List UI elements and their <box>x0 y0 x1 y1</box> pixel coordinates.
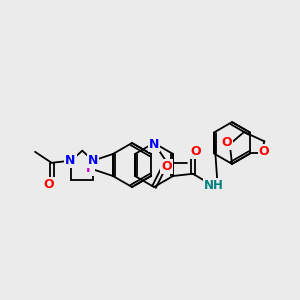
Text: O: O <box>259 145 269 158</box>
Text: N: N <box>65 154 76 167</box>
Text: NH: NH <box>204 179 224 192</box>
Text: F: F <box>86 162 94 175</box>
Text: O: O <box>43 178 54 191</box>
Text: O: O <box>161 160 172 173</box>
Text: N: N <box>88 154 98 167</box>
Text: O: O <box>190 146 201 158</box>
Text: O: O <box>221 136 232 148</box>
Text: N: N <box>149 137 159 151</box>
